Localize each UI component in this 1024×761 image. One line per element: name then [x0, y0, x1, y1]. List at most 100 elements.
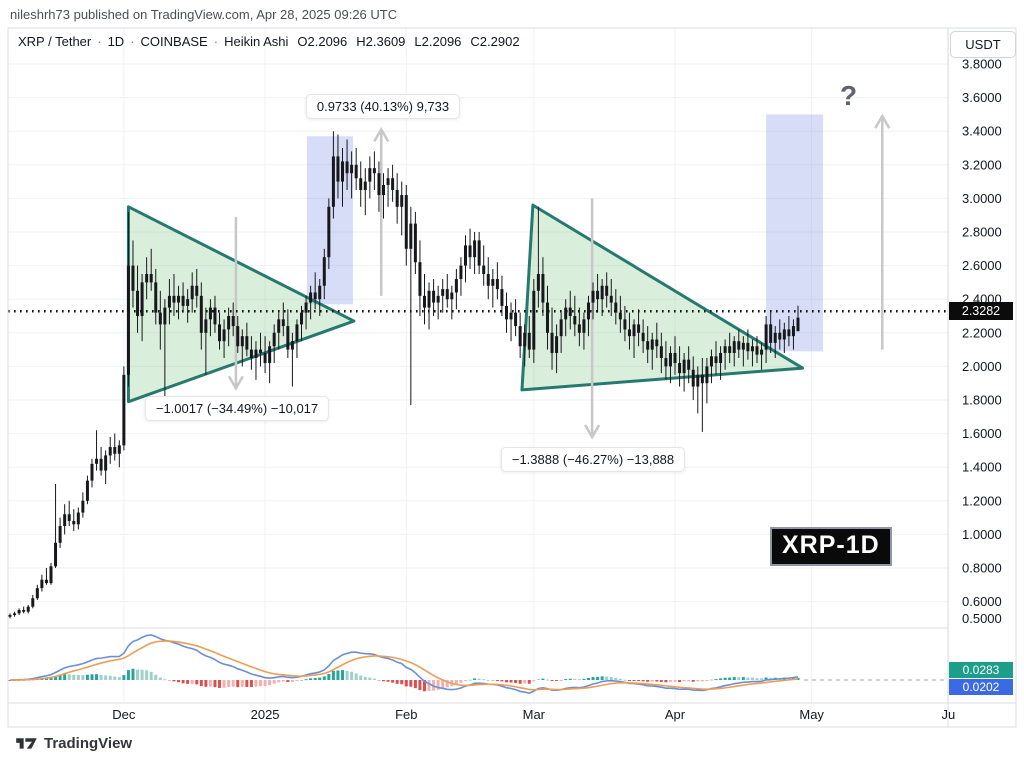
macd-histogram-bar — [327, 673, 331, 680]
macd-histogram-bar — [304, 679, 308, 681]
macd-histogram-bar — [295, 680, 299, 682]
macd-histogram-bar — [149, 671, 153, 680]
candle-body — [623, 319, 627, 330]
macd-histogram-bar — [318, 677, 322, 680]
measurement-label-upside: 0.9733 (40.13%) 9,733 — [305, 94, 461, 119]
macd-histogram-bar — [614, 677, 618, 680]
macd-histogram-bar — [586, 677, 590, 680]
candle-body — [363, 181, 367, 190]
tradingview-branding-link[interactable]: TradingView — [16, 735, 132, 752]
macd-histogram-bar — [728, 677, 732, 680]
candle-body — [632, 324, 636, 337]
macd-histogram-bar — [463, 680, 467, 681]
macd-histogram-bar — [582, 678, 586, 680]
macd-histogram-bar — [341, 670, 345, 680]
candle-body — [186, 299, 190, 306]
macd-histogram-bar — [76, 675, 80, 680]
candle-body — [8, 615, 12, 617]
macd-histogram-bar — [696, 680, 700, 682]
candle-body — [422, 295, 426, 308]
macd-histogram-bar — [441, 680, 445, 689]
macd-histogram-bar — [81, 675, 85, 680]
candle-body — [117, 445, 121, 454]
candle-body — [596, 290, 600, 300]
candle-body — [714, 356, 718, 364]
macd-histogram-bar — [532, 680, 536, 682]
candle-body — [172, 295, 176, 303]
macd-histogram-bar — [605, 676, 609, 680]
macd-histogram-bar — [678, 680, 682, 682]
macd-histogram-bar — [591, 677, 595, 680]
candle-body — [177, 295, 181, 303]
time-axis-label: Dec — [112, 707, 136, 722]
macd-histogram-bar — [359, 675, 363, 680]
macd-histogram-bar — [418, 680, 422, 691]
candle-body — [504, 305, 508, 320]
candle-body — [769, 324, 773, 343]
candle-body — [195, 285, 199, 296]
trend-arrow-head — [373, 127, 390, 143]
macd-histogram-bar — [131, 668, 135, 680]
candle-body — [145, 274, 149, 283]
candle-body — [400, 195, 404, 207]
macd-histogram-bar — [600, 676, 604, 680]
candle-body — [122, 374, 126, 446]
candle-body — [778, 332, 782, 340]
symbol-title[interactable]: XRP / Tether — [18, 34, 92, 49]
candle-body — [231, 316, 235, 327]
time-axis-label: Ju — [941, 707, 955, 722]
candle-body — [13, 613, 17, 616]
macd-histogram-bar — [372, 678, 376, 680]
macd-histogram-bar — [49, 677, 53, 680]
price-axis-label: 2.6000 — [962, 258, 1002, 273]
macd-histogram-bar — [732, 677, 736, 680]
macd-histogram-bar — [386, 680, 390, 682]
time-axis-label: Apr — [665, 707, 686, 722]
candle-body — [568, 307, 572, 316]
macd-histogram-bar — [596, 676, 600, 680]
price-axis-label: 2.8000 — [962, 225, 1002, 240]
price-axis-label: 0.5000 — [962, 611, 1002, 626]
candle-body — [659, 346, 663, 358]
candle-body — [67, 514, 71, 521]
macd-histogram-bar — [623, 679, 627, 681]
macd-histogram-bar — [186, 680, 190, 684]
candle-body — [149, 274, 153, 283]
candle-body — [591, 290, 595, 303]
candle-body — [577, 324, 581, 333]
macd-histogram-bar — [117, 677, 121, 680]
candle-body — [582, 319, 586, 333]
macd-histogram-bar — [750, 677, 754, 680]
candle-body — [108, 447, 112, 456]
macd-histogram-bar — [618, 678, 622, 680]
interval-label[interactable]: 1D — [107, 34, 125, 49]
macd-histogram-bar — [668, 680, 672, 682]
currency-toggle-button[interactable]: USDT — [950, 31, 1016, 58]
candle-body — [427, 290, 431, 308]
candle-body — [404, 195, 408, 249]
candle-body — [281, 319, 285, 327]
candle-body — [564, 307, 568, 320]
candle-body — [468, 245, 472, 258]
macd-histogram-bar — [181, 680, 185, 684]
macd-histogram-bar — [281, 680, 285, 682]
candle-body — [300, 312, 304, 325]
macd-histogram-bar — [468, 679, 472, 681]
candle-body — [136, 290, 140, 316]
indicator-value-teal: 0.0283 — [949, 662, 1013, 678]
candle-body — [691, 369, 695, 387]
macd-histogram-bar — [495, 680, 499, 681]
candle-body — [95, 458, 99, 464]
candle-body — [413, 223, 417, 263]
candle-body — [295, 324, 299, 342]
candle-body — [359, 178, 363, 190]
ohlc-close: C2.2902 — [470, 34, 520, 49]
macd-histogram-bar — [95, 674, 99, 680]
macd-histogram-bar — [368, 677, 372, 680]
candle-body — [609, 295, 613, 303]
candle-body — [104, 455, 108, 471]
macd-histogram-bar — [760, 678, 764, 680]
macd-histogram-bar — [737, 677, 741, 680]
